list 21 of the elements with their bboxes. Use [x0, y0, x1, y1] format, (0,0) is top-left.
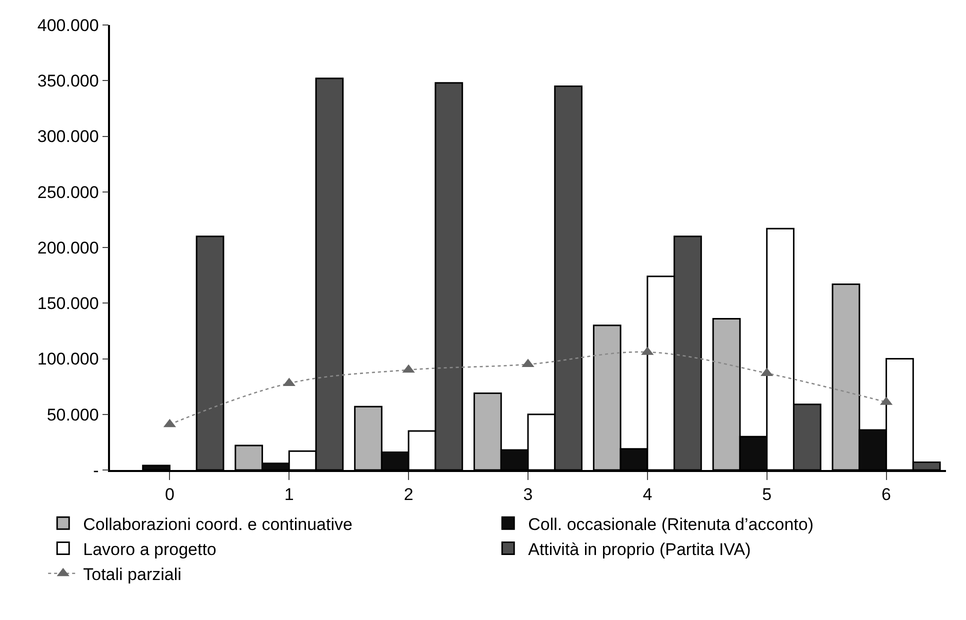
x-tick-label: 1: [284, 485, 294, 504]
legend-label: Collaborazioni coord. e continuative: [83, 514, 352, 534]
x-tick-label: 5: [762, 485, 772, 504]
x-tick-label: 0: [164, 485, 174, 504]
y-tick-label: 200.000: [37, 238, 99, 258]
x-tick-label: 6: [882, 485, 892, 504]
x-tick-label: 2: [404, 485, 414, 504]
x-tick-label: 3: [523, 485, 533, 504]
y-tick-label: 50.000: [46, 405, 99, 424]
y-tick-label: 100.000: [37, 350, 99, 369]
y-tick-label: 150.000: [37, 294, 99, 314]
x-tick-label: 4: [642, 485, 652, 504]
y-tick-label: -: [93, 460, 99, 480]
y-tick-label: 350.000: [37, 72, 99, 91]
legend-label: Totali parziali: [83, 564, 182, 584]
legend-label: Attività in proprio (Partita IVA): [528, 540, 751, 559]
y-tick-label: 400.000: [37, 16, 99, 35]
y-tick-label: 300.000: [37, 127, 99, 146]
y-tick-label: 250.000: [37, 182, 99, 202]
legend-label: Coll. occasionale (Ritenuta d’acconto): [528, 514, 814, 534]
legend-label: Lavoro a progetto: [83, 540, 216, 559]
